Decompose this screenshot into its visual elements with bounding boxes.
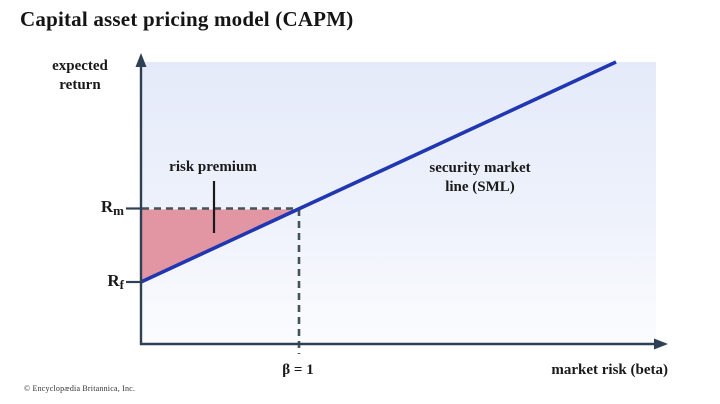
risk-premium-label: risk premium (169, 159, 257, 175)
y-axis-label: expected return (36, 57, 124, 95)
sml-label-line1: security market (429, 160, 531, 176)
rf-tick-label: Rf (86, 271, 124, 293)
page-title: Capital asset pricing model (CAPM) (20, 7, 354, 31)
y-axis-label-line1: expected (52, 58, 108, 74)
rf-base: R (107, 271, 120, 290)
sml-label: security market line (SML) (403, 159, 557, 197)
beta-tick-label: β = 1 (282, 362, 314, 378)
security-market-line (140, 60, 617, 284)
copyright-notice: © Encyclopædia Britannica, Inc. (24, 384, 136, 393)
rm-tick-label: Rm (86, 197, 124, 219)
plot-area (142, 62, 656, 345)
x-axis-arrowhead (654, 338, 668, 350)
sml-label-line2: line (SML) (445, 179, 515, 195)
x-axis-label: market risk (beta) (551, 362, 668, 378)
rf-subscript: f (119, 277, 124, 292)
y-axis-arrowhead (135, 53, 147, 67)
rm-base: R (100, 197, 114, 216)
rm-subscript: m (113, 203, 124, 218)
y-axis-label-line2: return (59, 77, 101, 93)
